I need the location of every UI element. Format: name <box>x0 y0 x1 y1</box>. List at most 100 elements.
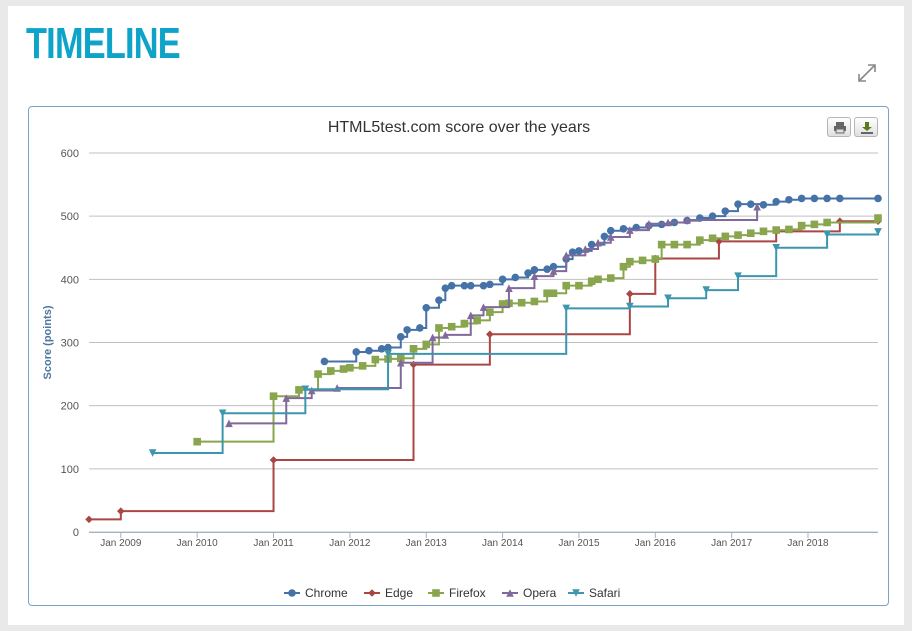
data-point-firefox <box>823 218 831 227</box>
x-tick-label: Jan 2009 <box>100 538 142 549</box>
data-point-firefox <box>810 220 819 229</box>
legend-marker-safari <box>572 589 580 597</box>
data-point-chrome <box>403 326 411 334</box>
page-heading: TIMELINE <box>26 19 181 68</box>
y-tick-label: 600 <box>61 148 79 160</box>
legend-label-edge: Edge <box>385 586 413 600</box>
series-chrome <box>320 194 882 366</box>
data-point-firefox <box>696 236 704 244</box>
data-point-opera <box>626 226 634 234</box>
x-tick-label: Jan 2017 <box>711 538 753 549</box>
legend-item-safari: Safari <box>568 586 620 600</box>
y-tick-label: 0 <box>73 527 79 539</box>
data-point-edge <box>626 290 634 298</box>
data-point-chrome <box>377 345 386 353</box>
data-point-opera <box>562 251 571 260</box>
legend-item-opera: Opera <box>502 586 557 600</box>
data-point-firefox <box>721 232 730 241</box>
data-point-firefox <box>269 392 278 400</box>
data-point-opera <box>307 386 316 395</box>
data-point-opera <box>683 216 691 224</box>
data-point-firefox <box>543 289 551 298</box>
data-point-opera <box>282 394 291 402</box>
data-point-chrome <box>549 262 558 271</box>
data-point-safari <box>823 230 831 239</box>
print-button[interactable] <box>827 117 851 137</box>
data-point-chrome <box>416 324 424 332</box>
data-point-firefox <box>346 363 354 372</box>
data-point-firefox <box>785 225 793 234</box>
data-point-firefox <box>295 386 303 394</box>
data-point-chrome <box>447 281 456 290</box>
data-point-firefox <box>498 300 507 308</box>
legend-marker-chrome <box>288 589 296 597</box>
data-point-firefox <box>422 340 431 349</box>
data-point-firefox <box>435 324 443 332</box>
data-point-chrome <box>511 273 520 282</box>
series-safari <box>148 228 882 457</box>
data-point-chrome <box>785 195 793 204</box>
legend-label-firefox: Firefox <box>449 586 486 600</box>
expand-arrows-icon[interactable] <box>856 62 878 84</box>
legend-marker-firefox <box>432 589 440 597</box>
data-point-firefox <box>874 214 882 222</box>
legend-item-chrome: Chrome <box>284 586 348 600</box>
legend-label-chrome: Chrome <box>305 586 348 600</box>
data-point-edge <box>715 237 723 246</box>
data-point-chrome <box>365 346 373 355</box>
data-point-opera <box>396 358 405 367</box>
data-point-safari <box>301 385 310 394</box>
x-tick-label: Jan 2013 <box>406 538 448 549</box>
data-point-safari <box>218 409 227 418</box>
data-point-chrome <box>479 281 488 290</box>
timeline-panel: TIMELINE HTML5test.com score over the ye… <box>8 6 904 625</box>
legend-item-edge: Edge <box>364 586 413 600</box>
x-tick-label: Jan 2012 <box>329 538 371 549</box>
data-point-firefox <box>594 275 602 284</box>
data-point-firefox <box>549 289 558 298</box>
y-tick-label: 400 <box>61 274 79 286</box>
data-point-firefox <box>460 319 469 328</box>
data-point-edge <box>486 330 494 339</box>
data-point-firefox <box>530 297 539 306</box>
data-point-edge <box>269 456 278 464</box>
data-point-firefox <box>358 362 367 370</box>
data-point-opera <box>664 218 672 227</box>
y-axis-title: Score (points) <box>42 305 54 379</box>
data-point-chrome <box>797 194 806 203</box>
data-point-chrome <box>575 247 583 255</box>
data-point-firefox <box>447 322 456 331</box>
series-firefox <box>193 214 882 446</box>
data-point-firefox <box>772 226 780 234</box>
download-icon <box>861 122 873 134</box>
data-point-safari <box>874 228 882 236</box>
data-point-chrome <box>874 194 882 203</box>
series-line-safari <box>152 231 879 455</box>
data-point-opera <box>753 202 761 211</box>
data-point-opera <box>225 419 233 428</box>
data-point-edge <box>85 515 93 524</box>
data-point-firefox <box>638 256 647 265</box>
series-edge <box>85 217 882 524</box>
data-point-opera <box>479 303 488 311</box>
x-tick-label: Jan 2018 <box>787 538 829 549</box>
data-point-opera <box>505 284 513 292</box>
data-point-firefox <box>797 221 806 230</box>
data-point-firefox <box>651 255 660 263</box>
data-point-firefox <box>683 240 691 249</box>
data-point-chrome <box>486 280 494 289</box>
data-point-chrome <box>384 343 392 352</box>
data-point-firefox <box>339 365 348 373</box>
data-point-chrome <box>320 357 329 366</box>
data-point-opera <box>428 333 437 342</box>
y-tick-label: 500 <box>61 211 79 223</box>
data-point-chrome <box>524 269 532 277</box>
data-point-chrome <box>708 212 717 220</box>
data-point-safari <box>734 272 742 280</box>
data-point-safari <box>562 304 571 313</box>
series-line-edge <box>89 220 878 521</box>
data-point-chrome <box>810 194 819 203</box>
data-point-firefox <box>473 316 481 325</box>
data-point-safari <box>664 294 672 303</box>
download-button[interactable] <box>854 117 878 137</box>
